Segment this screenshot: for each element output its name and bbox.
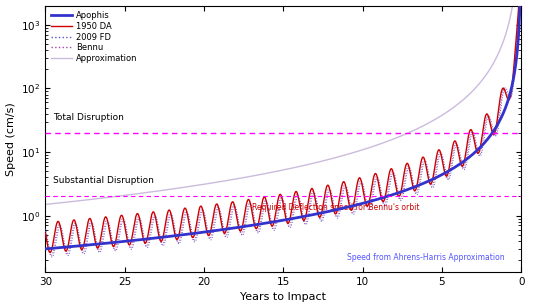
Apophis <box>42 203 49 206</box>
Line: Approximation: Approximation <box>45 0 521 249</box>
Approximation <box>433 176 440 179</box>
Text: Speed from Ahrens-Harris Approximation: Speed from Ahrens-Harris Approximation <box>347 253 504 262</box>
1950 DA <box>42 227 49 231</box>
Bennu <box>128 236 135 240</box>
Apophis <box>327 157 334 161</box>
2009 FD <box>433 164 440 167</box>
1950 DA <box>224 235 230 239</box>
Apophis <box>433 117 440 120</box>
Bennu <box>47 251 53 254</box>
Approximation <box>42 247 49 251</box>
1950 DA <box>327 188 334 192</box>
Approximation <box>327 209 334 213</box>
1950 DA <box>352 210 358 214</box>
Bennu <box>327 192 334 196</box>
Approximation <box>224 227 230 231</box>
1950 DA <box>433 171 440 175</box>
Apophis <box>351 150 358 154</box>
Line: 2009 FD: 2009 FD <box>45 0 521 256</box>
Text: Total Disruption: Total Disruption <box>53 113 124 122</box>
1950 DA <box>397 198 403 202</box>
Bennu <box>224 224 230 228</box>
Line: 1950 DA: 1950 DA <box>45 0 521 257</box>
Legend: Apophis, 1950 DA, 2009 FD, Bennu, Approximation: Apophis, 1950 DA, 2009 FD, Bennu, Approx… <box>50 10 140 65</box>
Approximation <box>128 239 135 242</box>
2009 FD <box>224 232 230 235</box>
1950 DA <box>128 247 135 251</box>
X-axis label: Years to Impact: Years to Impact <box>240 292 326 302</box>
1950 DA <box>49 255 55 259</box>
Apophis <box>128 192 135 196</box>
Line: Apophis: Apophis <box>45 0 521 205</box>
2009 FD <box>48 254 54 257</box>
Text: Required Deflection speed for Bennu's orbit: Required Deflection speed for Bennu's or… <box>252 203 419 212</box>
Apophis <box>224 179 230 182</box>
Approximation <box>351 204 358 207</box>
Bennu <box>42 231 49 235</box>
2009 FD <box>327 190 334 194</box>
Approximation <box>397 190 403 194</box>
Line: Bennu: Bennu <box>45 0 521 253</box>
2009 FD <box>42 229 49 233</box>
Bennu <box>352 197 358 200</box>
2009 FD <box>397 197 403 201</box>
2009 FD <box>128 244 135 247</box>
2009 FD <box>352 205 358 209</box>
Bennu <box>433 155 440 159</box>
Text: Substantial Disruption: Substantial Disruption <box>53 176 154 185</box>
Bennu <box>397 192 403 196</box>
Y-axis label: Speed (cm/s): Speed (cm/s) <box>5 102 15 176</box>
Apophis <box>397 135 403 138</box>
